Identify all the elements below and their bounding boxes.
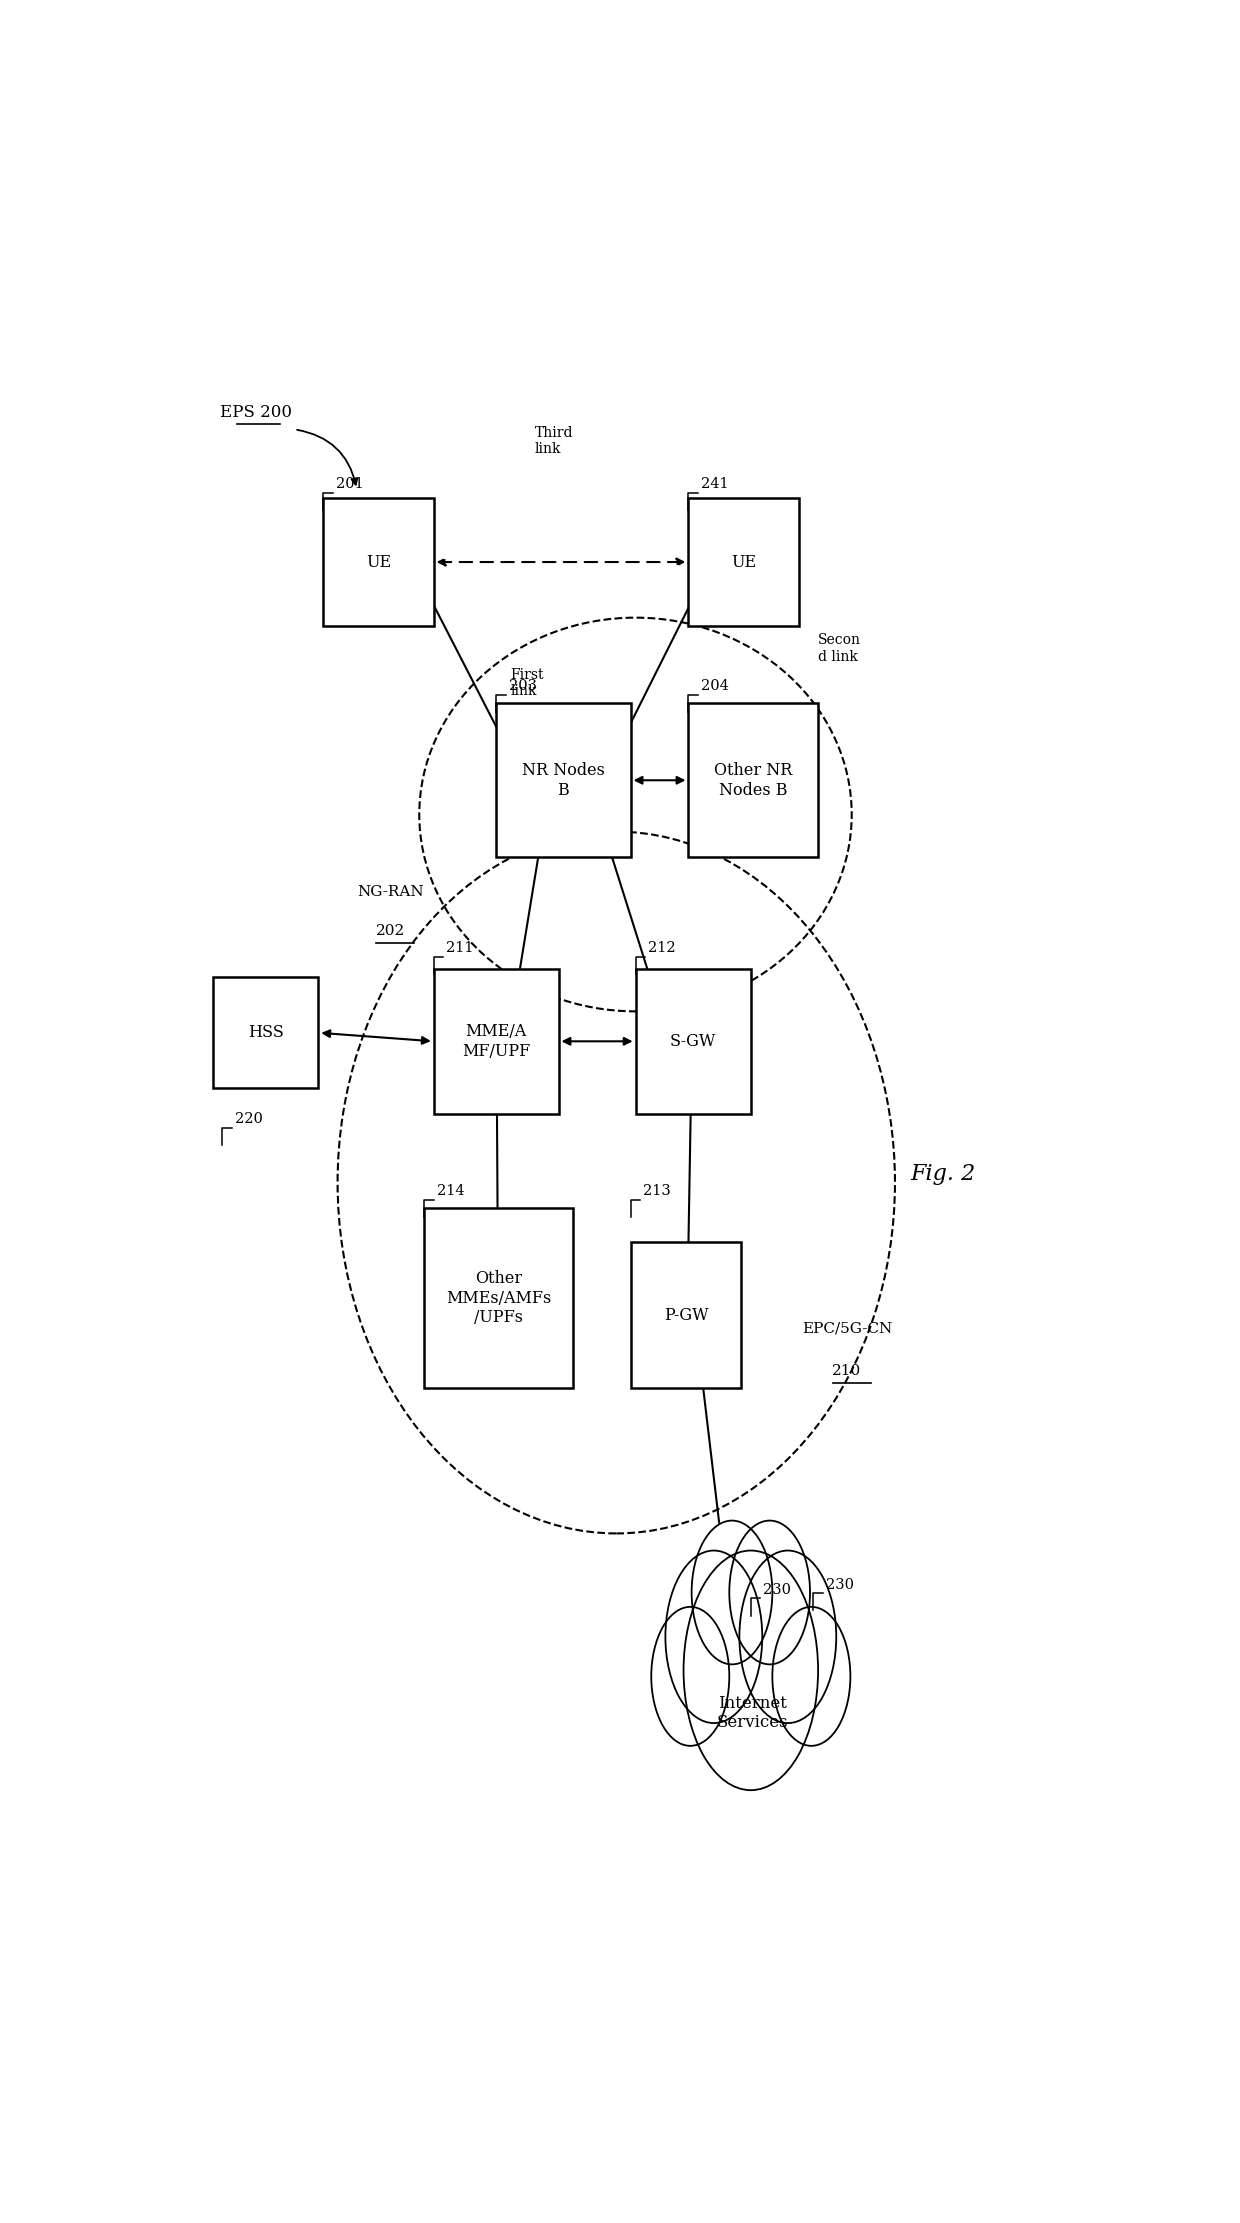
Text: UE: UE bbox=[732, 554, 756, 571]
FancyBboxPatch shape bbox=[213, 978, 319, 1089]
Text: Internet
Services: Internet Services bbox=[717, 1694, 789, 1732]
FancyBboxPatch shape bbox=[688, 498, 799, 627]
Circle shape bbox=[666, 1552, 763, 1723]
Text: 220: 220 bbox=[234, 1112, 263, 1127]
Text: 203: 203 bbox=[508, 678, 537, 694]
Text: Secon
d link: Secon d link bbox=[818, 634, 861, 665]
Text: 212: 212 bbox=[649, 940, 676, 956]
Text: Fig. 2: Fig. 2 bbox=[910, 1163, 976, 1185]
Text: Other NR
Nodes B: Other NR Nodes B bbox=[714, 762, 792, 798]
Text: 211: 211 bbox=[446, 940, 474, 956]
Text: Third
link: Third link bbox=[534, 427, 573, 456]
Text: 241: 241 bbox=[701, 478, 728, 491]
Text: Other
MMEs/AMFs
/UPFs: Other MMEs/AMFs /UPFs bbox=[446, 1269, 552, 1327]
Circle shape bbox=[739, 1552, 836, 1723]
FancyBboxPatch shape bbox=[424, 1209, 573, 1387]
FancyBboxPatch shape bbox=[434, 969, 558, 1114]
FancyBboxPatch shape bbox=[324, 498, 434, 627]
Text: MME/A
MF/UPF: MME/A MF/UPF bbox=[463, 1023, 531, 1060]
Text: NR Nodes
B: NR Nodes B bbox=[522, 762, 605, 798]
Text: 202: 202 bbox=[376, 925, 405, 938]
FancyBboxPatch shape bbox=[496, 702, 631, 858]
FancyBboxPatch shape bbox=[688, 702, 818, 858]
Text: 230: 230 bbox=[826, 1578, 854, 1592]
Text: S-GW: S-GW bbox=[670, 1034, 717, 1049]
Text: NG-RAN: NG-RAN bbox=[357, 885, 424, 898]
Text: 201: 201 bbox=[336, 478, 363, 491]
Circle shape bbox=[651, 1607, 729, 1745]
Text: First
link: First link bbox=[511, 667, 544, 698]
Text: 230: 230 bbox=[764, 1583, 791, 1596]
Circle shape bbox=[692, 1521, 773, 1665]
FancyBboxPatch shape bbox=[635, 969, 751, 1114]
Text: 204: 204 bbox=[701, 678, 729, 694]
Text: UE: UE bbox=[366, 554, 391, 571]
Text: EPS 200: EPS 200 bbox=[219, 405, 291, 420]
Text: 214: 214 bbox=[436, 1185, 464, 1198]
FancyBboxPatch shape bbox=[631, 1243, 742, 1387]
Text: EPC/5G-CN: EPC/5G-CN bbox=[802, 1320, 892, 1336]
Text: 210: 210 bbox=[832, 1365, 862, 1378]
Circle shape bbox=[773, 1607, 851, 1745]
Text: P-GW: P-GW bbox=[663, 1307, 708, 1323]
Text: HSS: HSS bbox=[248, 1025, 284, 1040]
Text: 213: 213 bbox=[644, 1185, 671, 1198]
Circle shape bbox=[683, 1552, 818, 1790]
Circle shape bbox=[729, 1521, 810, 1665]
